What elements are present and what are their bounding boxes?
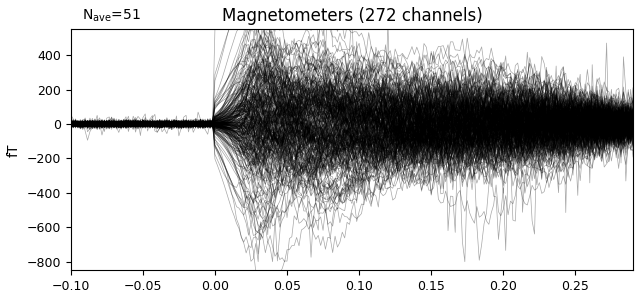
Title: Magnetometers (272 channels): Magnetometers (272 channels) bbox=[221, 7, 483, 25]
Text: N$_{\mathregular{ave}}$=51: N$_{\mathregular{ave}}$=51 bbox=[82, 8, 141, 25]
Y-axis label: fT: fT bbox=[7, 143, 21, 157]
